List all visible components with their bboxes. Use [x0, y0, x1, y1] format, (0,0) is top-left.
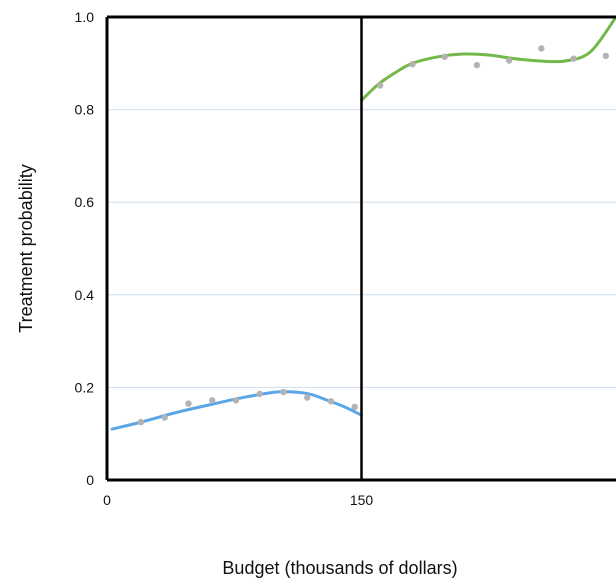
data-point — [351, 403, 358, 411]
x-tick-label: 150 — [350, 492, 374, 508]
y-tick-label: 0.6 — [75, 194, 95, 210]
data-point — [441, 53, 448, 61]
data-point — [185, 400, 192, 407]
data-point — [376, 82, 384, 89]
data-point — [161, 414, 168, 421]
x-axis-title: Budget (thousands of dollars) — [222, 558, 457, 578]
data-point — [208, 397, 216, 404]
data-point — [280, 388, 287, 396]
data-points — [137, 45, 610, 426]
y-tick-labels: 0 0.2 0.4 0.6 0.8 1.0 — [75, 9, 95, 488]
left-fit-line — [110, 390, 363, 431]
data-point — [602, 52, 610, 60]
data-point — [137, 418, 145, 426]
data-point — [570, 55, 577, 62]
plot-frame — [105, 15, 616, 482]
x-tick-label: 0 — [103, 492, 111, 508]
data-point — [327, 398, 335, 405]
data-point — [256, 390, 263, 398]
right-fit-line — [360, 15, 616, 102]
data-point — [473, 61, 481, 69]
y-tick-label: 0.8 — [75, 102, 95, 118]
data-point — [304, 394, 311, 401]
y-axis-title: Treatment probability — [16, 164, 36, 332]
y-tick-label: 0.2 — [75, 379, 95, 395]
fit-curves — [110, 15, 616, 431]
data-point — [538, 45, 545, 52]
data-point — [505, 57, 513, 64]
y-tick-label: 1.0 — [75, 9, 95, 25]
y-tick-label: 0 — [86, 472, 94, 488]
data-point — [232, 397, 240, 404]
x-tick-labels: 0 150 — [103, 492, 373, 508]
y-tick-label: 0.4 — [75, 287, 95, 303]
data-point — [409, 61, 416, 68]
